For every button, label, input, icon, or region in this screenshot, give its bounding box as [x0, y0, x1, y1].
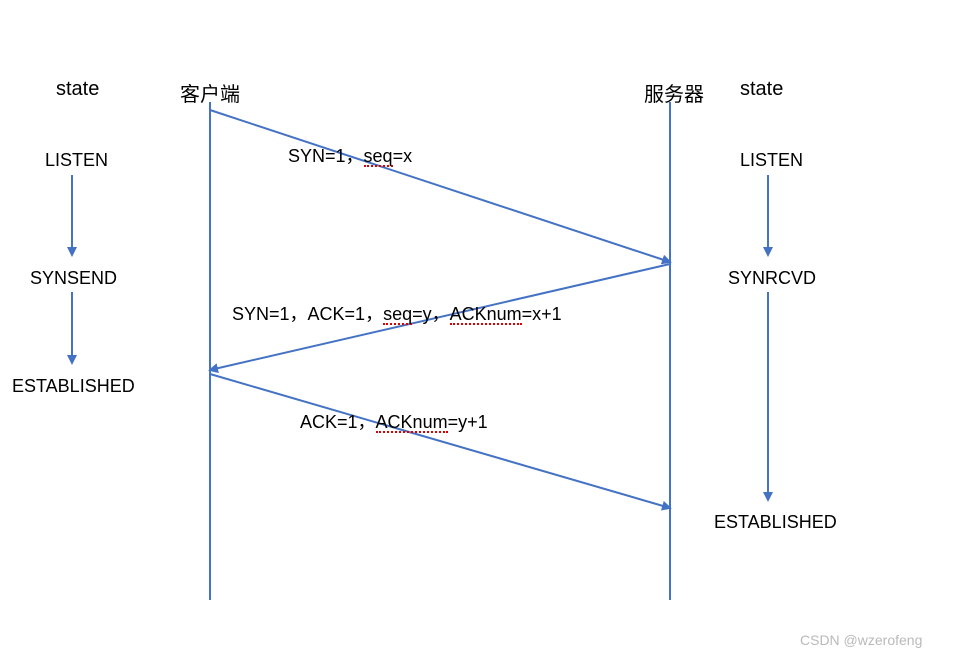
- message-label-2: ACK=1，ACKnum=y+1: [300, 408, 488, 434]
- header-state-right: state: [740, 78, 783, 101]
- header-client: 客户端: [180, 78, 240, 107]
- header-server: 服务器: [644, 78, 704, 107]
- server-state-1: SYNRCVD: [728, 268, 816, 289]
- sequence-diagram-svg: [0, 0, 958, 654]
- client-state-2: ESTABLISHED: [12, 376, 135, 397]
- header-state-left: state: [56, 78, 99, 101]
- server-state-2: ESTABLISHED: [714, 512, 837, 533]
- client-state-0: LISTEN: [45, 150, 108, 171]
- watermark: CSDN @wzerofeng: [800, 632, 922, 648]
- client-state-1: SYNSEND: [30, 268, 117, 289]
- message-label-1: SYN=1，ACK=1，seq=y，ACKnum=x+1: [232, 300, 562, 326]
- message-label-0: SYN=1，seq=x: [288, 142, 412, 168]
- server-state-0: LISTEN: [740, 150, 803, 171]
